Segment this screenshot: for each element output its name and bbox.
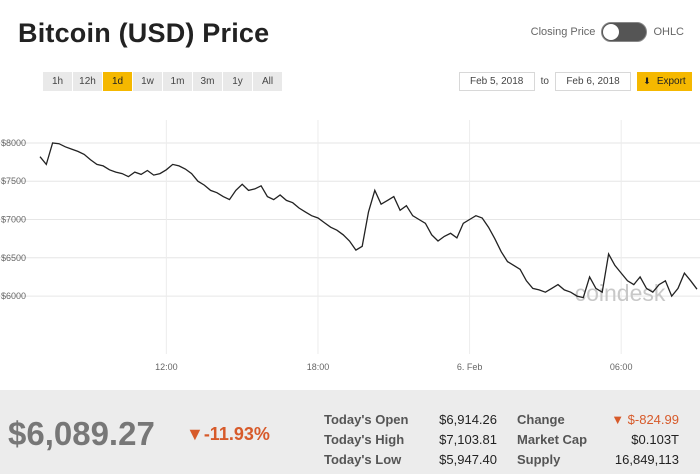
- stat-value: 16,849,113: [614, 451, 679, 467]
- date-to-label: to: [540, 76, 549, 87]
- stat-row-supply: Supply 16,849,113: [517, 449, 679, 469]
- stat-row-low: Today's Low $5,947.40: [324, 449, 497, 469]
- ohlc-label: OHLC: [653, 26, 684, 38]
- stat-value: $0.103T: [631, 431, 679, 447]
- range-3m-button[interactable]: 3m: [193, 72, 222, 91]
- stat-row-open: Today's Open $6,914.26: [324, 409, 497, 429]
- y-axis-ticks: $6000 $6500 $7000 $7500 $8000: [1, 138, 26, 301]
- y-tick-label: $7000: [1, 215, 26, 225]
- stat-row-high: Today's High $7,103.81: [324, 429, 497, 449]
- export-label: Export: [656, 76, 686, 87]
- price-line: [39, 142, 698, 299]
- stat-row-market-cap: Market Cap $0.103T: [517, 429, 679, 449]
- range-1m-button[interactable]: 1m: [163, 72, 192, 91]
- stat-value: $6,914.26: [439, 411, 497, 427]
- stat-label: Supply: [517, 451, 561, 467]
- export-button[interactable]: ⬇ Export: [637, 72, 692, 91]
- price-mode-switch[interactable]: [601, 22, 648, 42]
- stat-label: Change: [517, 411, 565, 427]
- date-from-input[interactable]: [458, 72, 535, 91]
- range-1d-button[interactable]: 1d: [103, 72, 132, 91]
- price-mode-toggle-group: Closing Price OHLC: [525, 22, 690, 42]
- range-1y-button[interactable]: 1y: [223, 72, 252, 91]
- coindesk-watermark: coindesk: [575, 280, 666, 306]
- stat-label: Today's High: [324, 431, 405, 447]
- stats-left: Today's Open $6,914.26 Today's High $7,1…: [324, 409, 497, 469]
- date-range: to ⬇ Export: [458, 72, 692, 91]
- summary-panel: $6,089.27 ▼-11.93% Today's Open $6,914.2…: [0, 390, 700, 474]
- stat-value: $5,947.40: [439, 451, 497, 467]
- range-selector: 1h 12h 1d 1w 1m 3m 1y All: [43, 72, 283, 91]
- stat-label: Today's Low: [324, 451, 402, 467]
- range-all-button[interactable]: All: [253, 72, 282, 91]
- x-axis-ticks: 12:00 18:00 6. Feb 06:00: [155, 362, 632, 372]
- switch-knob: [603, 24, 620, 40]
- y-tick-label: $7500: [1, 176, 26, 186]
- stats-right: Change ▼ $-824.99 Market Cap $0.103T Sup…: [517, 409, 679, 469]
- chart-grid: [0, 120, 700, 354]
- range-12h-button[interactable]: 12h: [73, 72, 102, 91]
- x-tick-label: 6. Feb: [457, 362, 483, 372]
- download-arrow-icon: ⬇: [643, 76, 651, 86]
- stat-row-change: Change ▼ $-824.99: [517, 409, 679, 429]
- change-percent: ▼-11.93%: [186, 424, 270, 444]
- stat-label: Today's Open: [324, 411, 409, 427]
- y-tick-label: $6000: [1, 291, 26, 301]
- y-tick-label: $8000: [1, 138, 26, 148]
- price-chart[interactable]: coindesk $6000 $6500 $7000 $7500 $8000 12:00…: [0, 120, 700, 382]
- stat-value: $7,103.81: [439, 431, 497, 447]
- range-1h-button[interactable]: 1h: [43, 72, 72, 91]
- date-to-input[interactable]: [555, 72, 631, 91]
- x-tick-label: 06:00: [610, 362, 633, 372]
- range-1w-button[interactable]: 1w: [133, 72, 162, 91]
- y-tick-label: $6500: [1, 253, 26, 263]
- stat-value: ▼ $-824.99: [611, 411, 679, 427]
- page-title: Bitcoin (USD) Price: [18, 18, 270, 48]
- closing-price-label: Closing Price: [530, 26, 596, 38]
- x-tick-label: 12:00: [155, 362, 178, 372]
- current-price: $6,089.27: [8, 415, 155, 452]
- x-tick-label: 18:00: [307, 362, 330, 372]
- stat-label: Market Cap: [517, 431, 588, 447]
